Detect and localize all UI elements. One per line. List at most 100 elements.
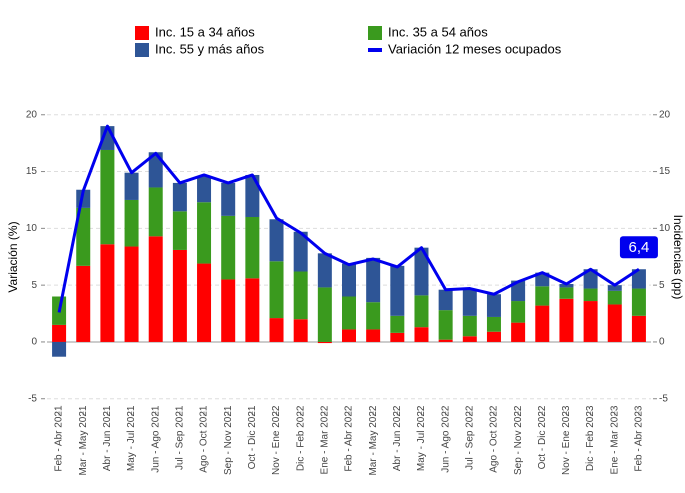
bar <box>124 199 139 247</box>
bar <box>486 331 501 342</box>
bar <box>317 253 332 288</box>
line <box>57 124 640 313</box>
bar <box>269 318 284 342</box>
bar <box>342 296 356 330</box>
bar <box>245 278 260 342</box>
bar <box>245 174 260 217</box>
bar <box>269 261 284 319</box>
x-tick-label: Nov - Ene 2023 <box>561 405 572 475</box>
bar <box>583 288 598 302</box>
x-tick-label: Jun - Ago 2021 <box>150 405 161 473</box>
bar <box>148 236 163 342</box>
bar <box>269 219 284 262</box>
legend-label: Inc. 15 a 34 años <box>155 24 255 39</box>
bar <box>511 322 526 342</box>
x-tick-label: Feb - Abr 2021 <box>54 405 65 472</box>
bar <box>197 202 212 264</box>
legend-swatch <box>135 26 149 40</box>
bar <box>317 287 332 342</box>
bar <box>462 315 477 337</box>
bar <box>438 339 453 342</box>
bar <box>148 152 163 188</box>
bar <box>462 289 477 316</box>
bar <box>535 286 550 306</box>
bar <box>390 315 405 333</box>
bar <box>631 288 646 316</box>
bar <box>559 298 574 342</box>
x-tick-label: Dic - Feb 2022 <box>295 405 306 471</box>
x-tick-label: Oct - Dic 2022 <box>537 405 548 469</box>
x-tick-label: May - Jul 2022 <box>416 405 427 471</box>
x-tick-label: Ago - Oct 2021 <box>199 405 210 473</box>
x-tick-label: Feb - Abr 2022 <box>344 405 355 472</box>
x-tick-label: Mar - May 2022 <box>368 405 379 475</box>
bar <box>438 310 453 340</box>
annotation: 6,4 <box>628 239 649 256</box>
bar <box>221 215 236 280</box>
legend-label: Inc. 55 y más años <box>155 41 265 56</box>
bar <box>124 246 139 342</box>
legend-swatch <box>368 26 382 40</box>
legend-label: Variación 12 meses ocupados <box>388 41 562 56</box>
x-tick-label: Abr - Jun 2021 <box>102 405 113 471</box>
x-tick-label: Abr - Jun 2022 <box>392 405 403 471</box>
bar <box>342 329 356 342</box>
y2-tick-label: 10 <box>659 223 671 234</box>
bar <box>221 279 236 342</box>
x-tick-label: Dic - Feb 2023 <box>585 405 596 471</box>
bar <box>607 304 622 342</box>
y2-tick-label: -5 <box>659 393 668 404</box>
x-tick-label: Jun - Ago 2022 <box>440 405 451 473</box>
x-tick-label: May - Jul 2021 <box>126 405 137 471</box>
y-tick-label: 20 <box>26 109 38 120</box>
bar <box>462 336 477 342</box>
bar <box>559 284 574 288</box>
bar <box>486 294 501 317</box>
bar <box>631 315 646 342</box>
x-tick-label: Mar - May 2021 <box>78 405 89 475</box>
bar <box>511 280 526 302</box>
bar <box>317 341 332 344</box>
bar <box>148 187 163 237</box>
y2-tick-label: 0 <box>659 337 665 348</box>
y2-tick-label: 5 <box>659 280 665 291</box>
y-tick-label: -5 <box>28 393 37 404</box>
bar <box>293 319 308 342</box>
bar <box>221 182 236 216</box>
bar <box>607 285 622 291</box>
bar <box>414 327 429 342</box>
bar <box>366 257 381 303</box>
bar <box>245 216 260 279</box>
y2-axis-label: Incidencias (pp) <box>671 215 685 300</box>
y-tick-label: 0 <box>31 337 37 348</box>
bar <box>342 263 356 297</box>
bar <box>535 272 550 287</box>
bar <box>631 269 646 289</box>
bar <box>124 172 139 200</box>
x-tick-label: Oct - Dic 2021 <box>247 405 258 469</box>
y2-tick-label: 15 <box>659 166 671 177</box>
bar <box>100 149 115 245</box>
bar <box>390 265 405 316</box>
x-tick-label: Ago - Oct 2022 <box>489 405 500 473</box>
bar <box>390 332 405 342</box>
bar <box>76 265 91 342</box>
bar <box>583 269 598 289</box>
bar <box>559 287 574 299</box>
y2-tick-label: 20 <box>659 109 671 120</box>
bar <box>293 231 308 272</box>
legend-swatch <box>135 43 149 57</box>
x-tick-label: Sep - Nov 2022 <box>513 405 524 475</box>
y-tick-label: 15 <box>26 166 38 177</box>
bar <box>293 271 308 320</box>
bar <box>607 290 622 305</box>
legend-label: Inc. 35 a 54 años <box>388 24 488 39</box>
bar <box>414 295 429 328</box>
y-tick-label: 10 <box>26 223 38 234</box>
bar <box>52 341 67 357</box>
x-tick-label: Ene - Mar 2022 <box>319 405 330 474</box>
x-tick-label: Feb - Abr 2023 <box>634 405 645 472</box>
bar <box>486 316 501 332</box>
bar <box>366 329 381 342</box>
